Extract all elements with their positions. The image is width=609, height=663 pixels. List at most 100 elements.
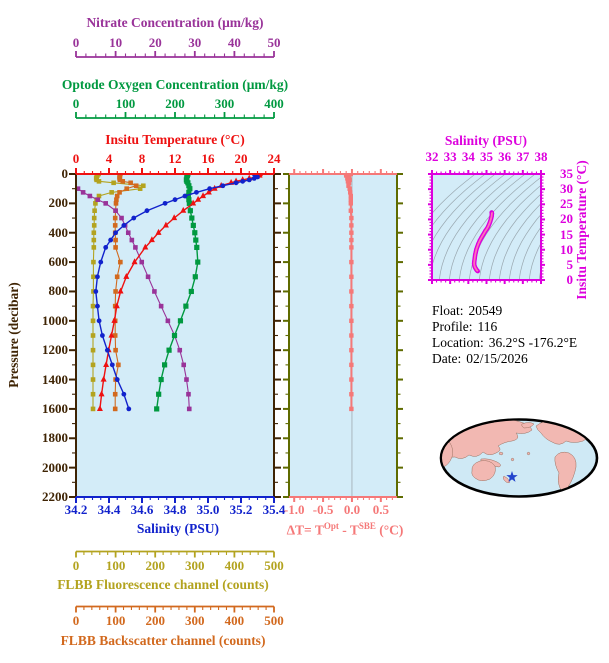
tick-label: 800 (48, 283, 69, 299)
tick-label: 0 (72, 558, 80, 573)
tick-label: 50 (267, 35, 281, 50)
tick-label: 24 (267, 151, 281, 166)
tick-label: 32 (425, 149, 439, 164)
ts-salinity-title: Salinity (PSU) (444, 133, 528, 148)
tick-label: 20 (148, 35, 162, 50)
deltat-plot-area (283, 169, 403, 502)
backscatter-axis-title: FLBB Backscatter channel (counts) (60, 633, 266, 648)
tick-label: 400 (224, 613, 245, 628)
tick-label: 35 (480, 149, 493, 164)
tick-label: 35.2 (229, 502, 253, 517)
tick-label: 500 (264, 613, 284, 628)
tick-label: 5 (566, 256, 574, 272)
tick-label: 20 (560, 211, 573, 227)
tick-label: 35 (560, 166, 573, 181)
tick-label: 300 (185, 558, 205, 573)
tick-label: 0 (72, 151, 80, 166)
tick-label: 34.6 (130, 502, 154, 517)
tick-label: 0.0 (343, 502, 361, 517)
tick-label: 0 (72, 35, 80, 50)
tick-label: 4 (105, 151, 113, 166)
tick-label: 35.0 (196, 502, 220, 517)
tick-label: 300 (185, 613, 205, 628)
tick-label: 400 (264, 96, 284, 111)
tick-label: 1000 (42, 312, 68, 328)
tick-label: 8 (138, 151, 146, 166)
tick-label: 0 (72, 96, 80, 111)
tick-label: 16 (201, 151, 215, 166)
tick-label: 34.2 (64, 502, 88, 517)
float-id-line: Float: 20549 (432, 303, 577, 319)
salinity-axis-title: Salinity (PSU) (136, 521, 220, 536)
tick-label: 1200 (42, 342, 68, 358)
float-info: Float: 20549 Profile: 116 Location: 36.2°S … (432, 303, 577, 367)
tick-label: 10 (560, 241, 573, 257)
tick-label: -0.5 (312, 502, 334, 517)
tick-label: 30 (188, 35, 202, 50)
tick-label: 200 (145, 613, 165, 628)
info-value: 36.2°S -176.2°E (488, 335, 578, 350)
tick-label: 12 (168, 151, 182, 166)
main-plot-area (69, 168, 281, 503)
tick-label: 0 (566, 272, 574, 287)
ts-temperature-title: Insitu Temperature (°C) (574, 160, 589, 300)
tick-label: 34.8 (163, 502, 187, 517)
tick-label: 33 (443, 149, 457, 164)
tick-label: 0 (61, 166, 69, 181)
location-line: Location: 36.2°S -176.2°E (432, 335, 577, 351)
tick-label: 20 (234, 151, 248, 166)
fluorescence-axis-title: FLBB Fluorescence channel (counts) (57, 577, 269, 592)
temperature-axis-title: Insitu Temperature (°C) (105, 132, 245, 147)
tick-label: 1400 (42, 371, 68, 387)
tick-label: 40 (227, 35, 241, 50)
isopycnal-contours (432, 174, 541, 280)
tick-label: 38 (534, 149, 548, 164)
tick-label: 200 (165, 96, 185, 111)
tick-label: 200 (145, 558, 165, 573)
tick-label: 34 (461, 149, 475, 164)
tick-label: 600 (48, 254, 69, 270)
tick-label: 36 (498, 149, 512, 164)
float-location-star (506, 471, 518, 482)
tick-label: 37 (516, 149, 530, 164)
deltat-title-segment: (°C) (375, 522, 404, 538)
tick-label: -1.0 (283, 502, 305, 517)
deltat-axis-title: ΔT= TOpt - TSBE (°C) (245, 521, 445, 539)
tick-label: 2200 (42, 489, 68, 504)
pressure-axis-title: Pressure (decibar) (6, 282, 21, 388)
tick-label: 400 (48, 224, 69, 240)
deltat-title-superscript: Opt (323, 521, 339, 531)
tick-label: 100 (105, 613, 126, 628)
deltat-title-segment: ΔT= T (286, 522, 324, 538)
deltat-title-superscript: SBE (358, 521, 376, 531)
info-value: 20549 (468, 303, 503, 318)
info-label: Location: (432, 335, 484, 350)
ts-curve (471, 210, 495, 274)
info-label: Float: (432, 303, 464, 318)
date-line: Date: 02/15/2026 (432, 351, 577, 367)
info-label: Date: (432, 351, 462, 366)
tick-label: 300 (214, 96, 235, 111)
tick-label: 25 (560, 196, 573, 212)
tick-label: 400 (224, 558, 245, 573)
tick-label: 500 (264, 558, 284, 573)
tick-label: 0.5 (372, 502, 389, 517)
tick-label: 200 (48, 195, 69, 211)
info-value: 116 (477, 319, 498, 334)
tick-label: 100 (105, 558, 126, 573)
tick-label: 1800 (42, 430, 68, 446)
tick-label: 100 (115, 96, 136, 111)
tick-label: 35.4 (262, 502, 286, 517)
tick-label: 34.4 (97, 502, 121, 517)
profile-line: Profile: 116 (432, 319, 577, 335)
nitrate-axis-title: Nitrate Concentration (μm/kg) (86, 15, 264, 30)
world-map (439, 418, 599, 498)
info-value: 02/15/2026 (466, 351, 528, 366)
tick-label: 1600 (42, 400, 68, 416)
oxygen-axis-title: Optode Oxygen Concentration (μm/kg) (61, 77, 289, 92)
info-label: Profile: (432, 319, 473, 334)
tick-label: 30 (560, 181, 573, 197)
deltat-title-segment: - T (338, 522, 359, 538)
tick-label: 15 (560, 226, 573, 242)
